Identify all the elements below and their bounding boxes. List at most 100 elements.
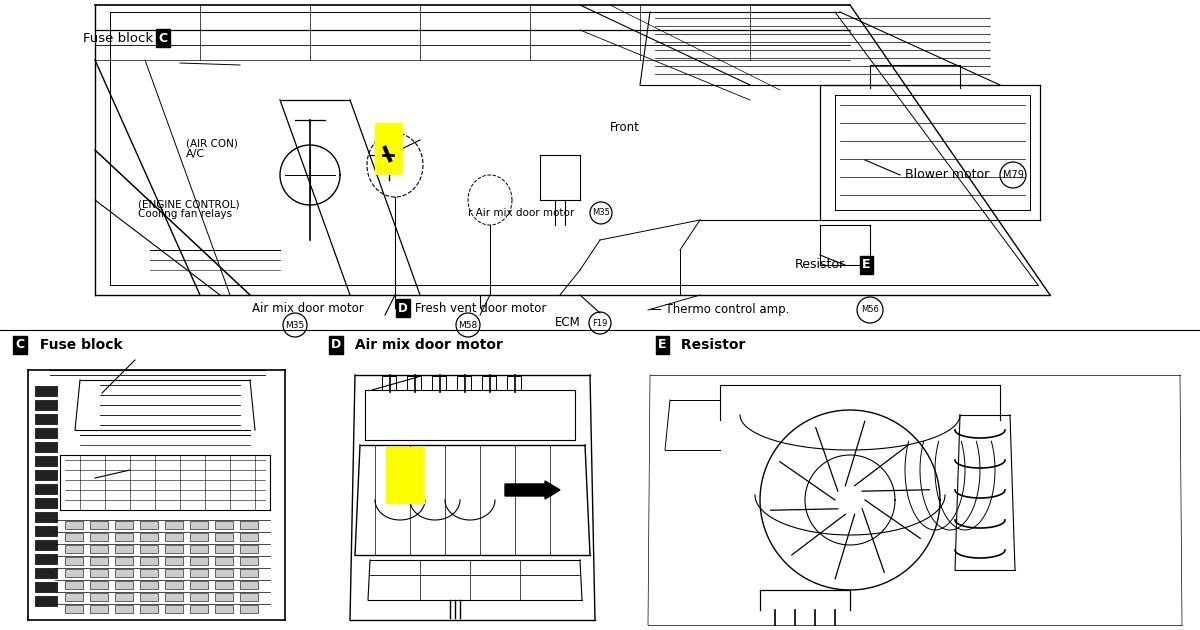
Bar [190,533,208,541]
Bar [65,545,83,553]
Bar [65,593,83,601]
Text: A/C: A/C [186,149,205,159]
Bar [140,521,158,529]
Bar [240,581,258,589]
Bar [166,521,182,529]
Bar [65,581,83,589]
Bar [166,557,182,565]
Bar [215,533,233,541]
Text: Air mix door motor: Air mix door motor [252,302,364,314]
Bar [215,557,233,565]
Bar [140,605,158,613]
Bar [190,569,208,577]
Bar [190,605,208,613]
Bar [215,545,233,553]
Bar [90,533,108,541]
Bar [90,605,108,613]
Bar [65,605,83,613]
Text: M58: M58 [458,321,478,329]
Bar [215,593,233,601]
Bar [407,376,421,390]
Text: r Air mix door motor: r Air mix door motor [468,208,575,218]
Bar [115,569,133,577]
Bar [115,605,133,613]
Text: Fresh vent door motor: Fresh vent door motor [415,302,546,314]
Bar [35,498,58,508]
Bar [140,569,158,577]
Bar [190,581,208,589]
Bar [35,596,58,606]
Bar [240,593,258,601]
Bar [115,593,133,601]
Bar [482,376,496,390]
Bar [65,521,83,529]
Bar [35,400,58,410]
Text: Front: Front [610,121,640,134]
Bar [215,521,233,529]
Text: D: D [331,338,341,352]
Text: Blower motor: Blower motor [905,168,989,181]
Bar [190,557,208,565]
Bar [190,545,208,553]
Bar [35,456,58,466]
Text: F19: F19 [593,319,607,328]
Bar [166,569,182,577]
Bar [240,605,258,613]
Bar [240,545,258,553]
Bar [35,414,58,424]
Bar [35,554,58,564]
Text: (AIR CON): (AIR CON) [186,139,238,149]
Bar [240,521,258,529]
Bar [166,545,182,553]
Bar [215,581,233,589]
Bar [215,605,233,613]
Bar [35,526,58,536]
Bar [115,557,133,565]
Text: Resistor: Resistor [676,338,745,352]
Bar [382,376,396,390]
Text: M35: M35 [592,209,610,217]
Bar [508,376,521,390]
Text: Air mix door motor: Air mix door motor [350,338,503,352]
Bar [240,569,258,577]
Bar [35,540,58,550]
Bar [140,593,158,601]
Text: M56: M56 [862,306,878,314]
Bar [65,557,83,565]
Bar [35,568,58,578]
Text: ECM: ECM [554,316,581,329]
Text: Fuse block: Fuse block [83,32,154,45]
Text: E: E [862,258,870,272]
Text: C: C [158,32,168,45]
Bar [35,428,58,438]
Text: Resistor: Resistor [796,258,845,272]
Bar [140,581,158,589]
Text: M35: M35 [286,321,305,329]
Bar [386,447,425,504]
Bar [140,545,158,553]
Bar [166,581,182,589]
Text: Cooling fan relays: Cooling fan relays [138,209,232,219]
Text: C: C [16,338,24,352]
Text: (ENGINE CONTROL): (ENGINE CONTROL) [138,200,240,210]
Bar [35,442,58,452]
Bar [90,557,108,565]
Bar [140,533,158,541]
Bar [166,533,182,541]
Bar [90,593,108,601]
Bar [35,512,58,522]
Text: M79: M79 [1002,170,1024,180]
FancyArrow shape [505,481,560,499]
Bar [166,593,182,601]
Text: E: E [658,338,666,352]
Bar [35,386,58,396]
Bar [65,569,83,577]
Bar [65,533,83,541]
Bar [190,593,208,601]
Bar [166,605,182,613]
Text: — Thermo control amp.: — Thermo control amp. [650,304,790,316]
Bar [115,545,133,553]
Text: D: D [398,302,408,314]
Bar [190,521,208,529]
Bar [90,545,108,553]
